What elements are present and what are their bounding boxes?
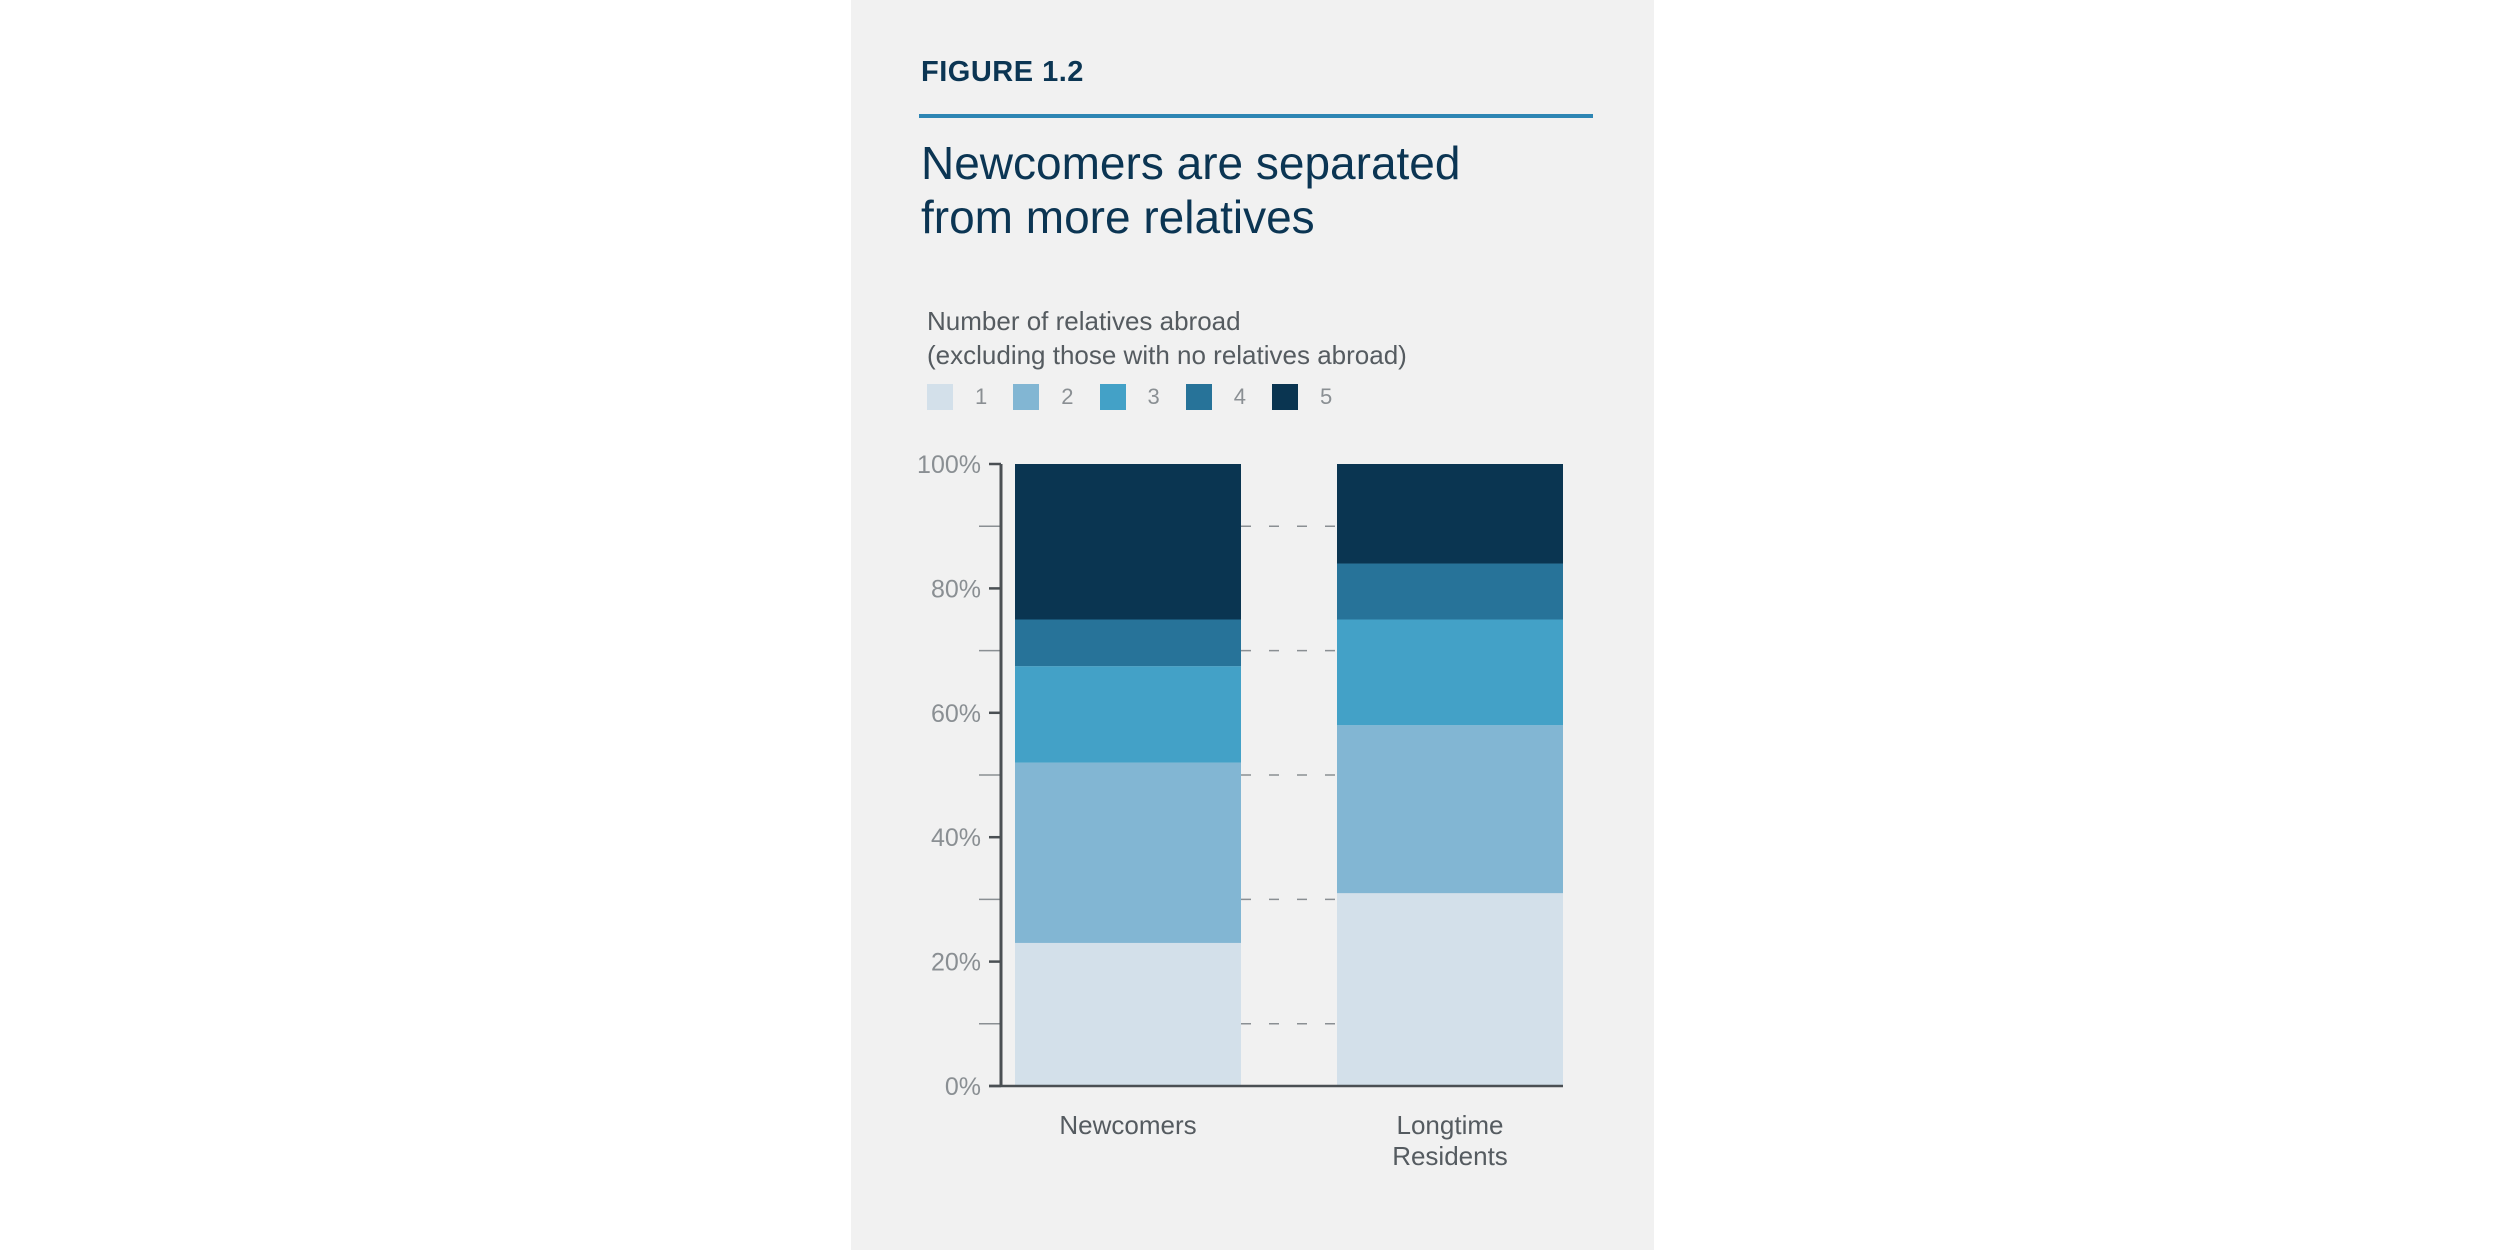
legend-swatch-4 [1185, 384, 1212, 410]
y-tick-label: 20% [931, 949, 981, 977]
legend-item-3: 3 [1099, 384, 1160, 410]
chart-title-line-2: from more relatives [921, 191, 1315, 243]
title-rule [919, 114, 1593, 118]
chart-subtitle-line-1: Number of relatives abroad [927, 306, 1241, 336]
chart-subtitle: Number of relatives abroad (excluding th… [927, 304, 1407, 372]
bar-segment-longtime-3 [1337, 619, 1563, 726]
bar-segment-longtime-1 [1337, 893, 1563, 1086]
y-tick-label: 80% [931, 575, 981, 603]
legend-label-5: 5 [1320, 384, 1333, 409]
legend-label-2: 2 [1061, 384, 1074, 409]
legend-swatch-1 [927, 384, 953, 410]
x-category-label: Longtime [1397, 1110, 1504, 1140]
legend-label-4: 4 [1233, 384, 1246, 409]
legend: 1 2 3 4 5 [927, 382, 1358, 412]
stacked-bar-chart: 0% 20% 40% 60% 80% 100% Newcomers LongtimeResid… [917, 451, 1563, 1171]
bar-segment-longtime-4 [1337, 563, 1563, 620]
legend-swatch-5 [1272, 384, 1298, 410]
bar-segment-newcomers-5 [1015, 464, 1241, 620]
legend-swatch-3 [1099, 384, 1126, 410]
bar-segment-newcomers-1 [1015, 942, 1241, 1086]
legend-item-4: 4 [1185, 384, 1246, 410]
x-category-label: Residents [1392, 1141, 1508, 1171]
legend-label-3: 3 [1147, 384, 1160, 409]
bar-segment-newcomers-4 [1015, 619, 1241, 667]
x-category-label: Newcomers [1059, 1110, 1196, 1140]
legend-item-5: 5 [1272, 384, 1332, 410]
figure-panel: FIGURE 1.2 Newcomers are separated from … [851, 0, 1654, 1250]
chart-title: Newcomers are separated from more relati… [921, 136, 1561, 244]
bar-segment-newcomers-2 [1015, 762, 1241, 943]
y-tick-label: 0% [945, 1073, 981, 1101]
figure-label: FIGURE 1.2 [921, 56, 1084, 88]
y-tick-label: 100% [917, 451, 981, 479]
legend-swatch-2 [1013, 384, 1040, 410]
bar-segment-newcomers-3 [1015, 666, 1241, 763]
chart-subtitle-line-2: (excluding those with no relatives abroa… [927, 340, 1407, 370]
legend-item-2: 2 [1013, 384, 1074, 410]
legend-label-1: 1 [975, 384, 988, 409]
bar-segment-longtime-2 [1337, 725, 1563, 894]
legend-item-1: 1 [927, 384, 987, 410]
bar-segment-longtime-5 [1337, 464, 1563, 564]
y-tick-label: 40% [931, 824, 981, 852]
chart-title-line-1: Newcomers are separated [921, 137, 1461, 189]
y-tick-label: 60% [931, 700, 981, 728]
